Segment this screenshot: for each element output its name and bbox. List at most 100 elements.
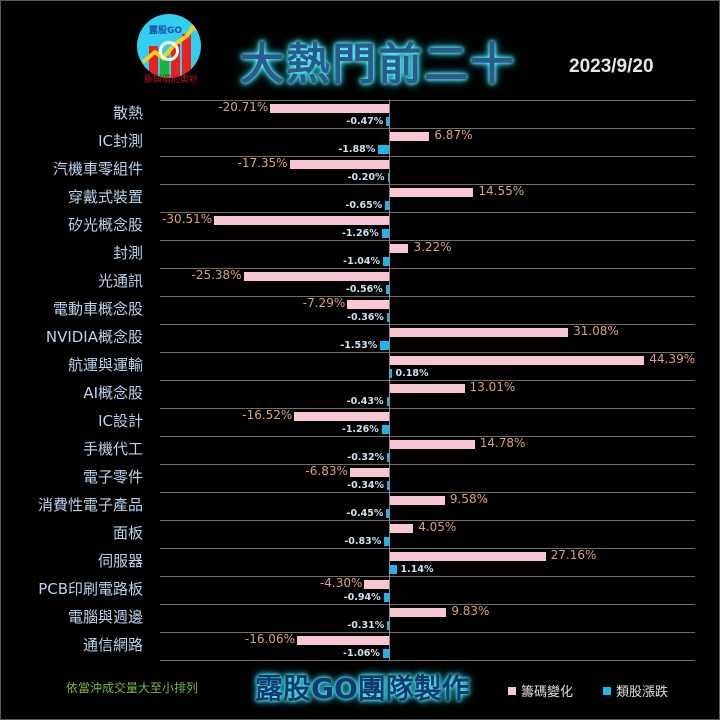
chip-change-label: -17.35% — [237, 156, 288, 170]
page-title: 大熱門前二十 — [240, 39, 516, 90]
sector-change-bar — [380, 341, 389, 350]
brand-logo: 露股GO — [137, 14, 201, 78]
chip-change-bar — [347, 300, 389, 309]
category-label: IC封測 — [98, 132, 143, 150]
legend-label: 類股漲跌 — [616, 685, 669, 700]
legend-label: 籌碼變化 — [521, 685, 574, 700]
chip-change-label: -16.52% — [242, 408, 293, 422]
chip-change-bar — [349, 468, 389, 477]
chip-change-bar — [390, 440, 475, 449]
chart-row: 電子零件 -6.83% -0.34% — [0, 464, 720, 492]
chip-change-label: 44.39% — [649, 352, 696, 366]
chart-row: IC設計 -16.52% -1.26% — [0, 408, 720, 436]
chip-change-bar — [270, 104, 389, 113]
sector-change-bar — [383, 593, 389, 602]
legend-swatch-blue — [603, 686, 611, 695]
legend-item-chip-change: 籌碼變化 — [508, 681, 573, 700]
sector-change-label: -0.94% — [343, 592, 381, 603]
chart-row: 電腦與週邊 9.83% -0.31% — [0, 604, 720, 632]
chart-row: 汽機車零組件 -17.35% -0.20% — [0, 156, 720, 184]
chip-change-label: -30.51% — [162, 212, 213, 226]
category-label: 散熱 — [112, 104, 143, 122]
category-label: 航運與運輸 — [67, 356, 143, 374]
chip-change-label: 14.55% — [478, 184, 525, 198]
chip-change-bar — [390, 328, 569, 337]
logo-label: 露股GO — [149, 26, 183, 36]
chip-change-bar — [390, 384, 465, 393]
category-label: 汽機車零組件 — [52, 160, 143, 178]
sector-change-label: -0.65% — [345, 200, 383, 211]
category-label: 光通訊 — [97, 272, 143, 290]
sector-change-label: -0.34% — [347, 480, 385, 491]
chip-change-label: 3.22% — [413, 240, 452, 254]
chart-row: 矽光概念股 -30.51% -1.26% — [0, 212, 720, 240]
gridline — [160, 128, 695, 129]
logo-bar-icon — [160, 56, 169, 78]
sector-change-bar — [381, 229, 389, 238]
sector-change-bar — [387, 453, 389, 462]
chart-row: 光通訊 -25.38% -0.56% — [0, 268, 720, 296]
chip-change-label: 4.05% — [418, 520, 457, 534]
gridline — [160, 324, 695, 325]
gridline — [160, 352, 695, 353]
sector-change-bar — [386, 313, 389, 322]
category-label: NVIDIA概念股 — [45, 328, 143, 346]
chart-row: 穿戴式裝置 14.55% -0.65% — [0, 184, 720, 212]
chip-change-bar — [390, 552, 546, 561]
chart-row: 手機代工 14.78% -0.32% — [0, 436, 720, 464]
sector-change-bar — [378, 145, 389, 154]
chip-change-label: -4.30% — [319, 576, 363, 590]
sector-change-label: 0.18% — [395, 368, 429, 379]
sector-change-bar — [387, 621, 389, 630]
chart-row: NVIDIA概念股 31.08% -1.53% — [0, 324, 720, 352]
sector-change-label: -0.56% — [345, 284, 383, 295]
chip-change-label: -16.06% — [244, 632, 295, 646]
chip-change-bar — [390, 608, 447, 617]
chart-row: PCB印刷電路板 -4.30% -0.94% — [0, 576, 720, 604]
gridline — [160, 520, 695, 521]
chip-change-label: 14.78% — [479, 436, 526, 450]
sector-change-label: -1.26% — [341, 228, 379, 239]
magnifier-icon — [159, 41, 179, 61]
credit-label: 露股GO團隊製作 — [255, 672, 470, 705]
gridline — [160, 380, 695, 381]
sector-change-label: -1.88% — [338, 144, 376, 155]
category-label: 面板 — [112, 524, 143, 542]
category-label: 消費性電子產品 — [37, 496, 143, 514]
chip-change-label: 13.01% — [469, 380, 516, 394]
category-label: 手機代工 — [82, 440, 143, 458]
chip-change-label: -20.71% — [218, 100, 269, 114]
logo-bar-icon — [182, 34, 191, 78]
sector-change-bar — [385, 285, 389, 294]
chip-change-bar — [390, 496, 445, 505]
gridline — [160, 632, 695, 633]
gridline — [160, 576, 695, 577]
chip-change-label: -7.29% — [302, 296, 346, 310]
sector-change-bar — [386, 509, 389, 518]
chart-row: 散熱 -20.71% -0.47% — [0, 100, 720, 128]
sector-change-bar — [384, 537, 389, 546]
gridline — [160, 548, 695, 549]
gridline — [160, 408, 695, 409]
category-label: 伺服器 — [97, 552, 143, 570]
sector-change-bar — [383, 257, 389, 266]
category-label: PCB印刷電路板 — [38, 580, 143, 598]
sector-change-label: -0.47% — [346, 116, 384, 127]
category-label: AI概念股 — [83, 384, 143, 402]
chart-row: 電動車概念股 -7.29% -0.36% — [0, 296, 720, 324]
chip-change-bar — [289, 160, 389, 169]
gridline — [160, 100, 695, 101]
zero-axis — [389, 100, 390, 661]
category-label: 電腦與週邊 — [67, 608, 143, 626]
chip-change-label: -25.38% — [191, 268, 242, 282]
gridline — [160, 296, 695, 297]
chip-change-bar — [296, 636, 389, 645]
logo-tagline: 脈與價的奧妙 — [143, 75, 198, 85]
chart-row: IC封測 6.87% -1.88% — [0, 128, 720, 156]
gridline — [160, 156, 695, 157]
chip-change-bar — [364, 580, 389, 589]
chart-row: 伺服器 27.16% 1.14% — [0, 548, 720, 576]
chip-change-bar — [390, 188, 474, 197]
bar-chart: 散熱 -20.71% -0.47% IC封測 6.87% -1.88% 汽機車零組件 -17.… — [0, 100, 720, 661]
chip-change-bar — [294, 412, 389, 421]
